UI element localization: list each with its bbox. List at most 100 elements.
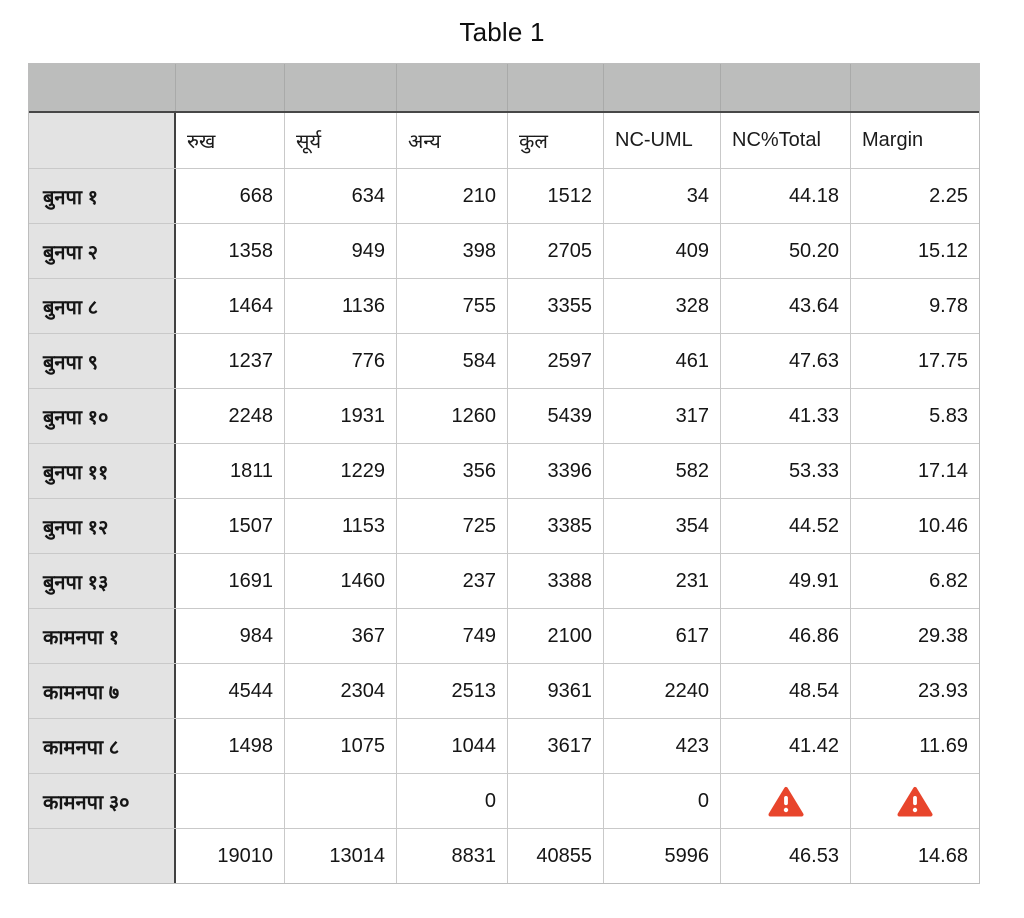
column-header-1[interactable]: रुख [176,113,285,168]
band-cell[interactable] [851,64,979,111]
value-cell[interactable]: 356 [397,444,508,498]
value-cell[interactable]: 23.93 [917,679,968,702]
value-cell[interactable]: 53.33 [721,444,851,498]
value-cell[interactable]: 5439 [508,389,604,443]
band-cell[interactable] [397,64,508,111]
value-cell[interactable]: 44.52 [721,499,851,553]
value-cell[interactable]: 668 [176,169,285,223]
column-header-3[interactable]: अन्य [397,113,508,168]
value-cell[interactable]: 17.75 [917,349,968,372]
value-cell[interactable]: 29.38 [917,624,968,647]
column-header-6[interactable]: NC%Total [721,113,851,168]
value-cell[interactable]: 1931 [285,389,397,443]
value-cell[interactable]: 409 [604,224,721,278]
value-cell[interactable]: 3355 [508,279,604,333]
row-label[interactable]: कामनपा ३० [29,774,176,828]
value-cell[interactable] [176,774,285,828]
value-cell[interactable]: 776 [285,334,397,388]
value-cell[interactable]: 317 [604,389,721,443]
value-cell[interactable]: 1464 [176,279,285,333]
value-cell[interactable]: 1460 [285,554,397,608]
totals-row-label[interactable] [29,829,176,883]
value-cell[interactable]: 15.12 [917,239,968,262]
value-cell[interactable]: 461 [604,334,721,388]
value-cell[interactable]: 1507 [176,499,285,553]
value-cell[interactable]: 17.14 [917,459,968,482]
value-cell[interactable]: 617 [604,609,721,663]
value-cell[interactable]: 2304 [285,664,397,718]
band-cell[interactable] [508,64,604,111]
value-cell[interactable]: 46.86 [721,609,851,663]
band-cell[interactable] [604,64,721,111]
value-cell[interactable]: 3388 [508,554,604,608]
value-cell[interactable]: 50.20 [721,224,851,278]
value-cell[interactable]: 582 [604,444,721,498]
value-cell[interactable]: 8831 [397,829,508,883]
row-label[interactable]: बुनपा ९ [29,334,176,388]
value-cell[interactable]: 14.68 [917,844,968,867]
value-cell[interactable]: 984 [176,609,285,663]
value-cell[interactable]: 9361 [508,664,604,718]
value-cell[interactable]: 6.82 [929,569,968,592]
value-cell[interactable]: 48.54 [721,664,851,718]
value-cell[interactable]: 13014 [285,829,397,883]
value-cell[interactable]: 354 [604,499,721,553]
value-cell[interactable]: 44.18 [721,169,851,223]
value-cell[interactable]: 40855 [508,829,604,883]
value-cell[interactable]: 2705 [508,224,604,278]
value-cell[interactable]: 46.53 [721,829,851,883]
value-cell[interactable]: 2597 [508,334,604,388]
value-cell[interactable]: 43.64 [721,279,851,333]
value-cell[interactable]: 34 [604,169,721,223]
value-cell[interactable]: 328 [604,279,721,333]
value-cell[interactable]: 1358 [176,224,285,278]
value-cell[interactable]: 11.69 [919,734,968,757]
band-cell[interactable] [721,64,851,111]
value-cell[interactable]: 4544 [176,664,285,718]
value-cell[interactable]: 3617 [508,719,604,773]
row-label[interactable]: बुनपा १३ [29,554,176,608]
row-label[interactable]: बुनपा १२ [29,499,176,553]
band-cell[interactable] [176,64,285,111]
warning-cell[interactable] [851,774,979,828]
value-cell[interactable]: 398 [397,224,508,278]
row-label[interactable]: कामनपा ७ [29,664,176,718]
value-cell[interactable]: 2.25 [929,184,968,207]
value-cell[interactable]: 1136 [285,279,397,333]
band-cell[interactable] [285,64,397,111]
band-cell[interactable] [29,64,176,111]
value-cell[interactable]: 1153 [285,499,397,553]
row-label[interactable]: बुनपा ८ [29,279,176,333]
value-cell[interactable]: 0 [397,774,508,828]
value-cell[interactable]: 9.78 [929,294,968,317]
row-label[interactable]: कामनपा ८ [29,719,176,773]
row-label[interactable]: बुनपा २ [29,224,176,278]
value-cell[interactable]: 231 [604,554,721,608]
value-cell[interactable]: 1237 [176,334,285,388]
value-cell[interactable]: 5996 [604,829,721,883]
column-header-7[interactable]: Margin [862,129,924,151]
value-cell[interactable]: 237 [397,554,508,608]
corner-header-cell[interactable] [29,113,176,168]
value-cell[interactable]: 41.42 [721,719,851,773]
value-cell[interactable]: 755 [397,279,508,333]
value-cell[interactable]: 1498 [176,719,285,773]
value-cell[interactable]: 49.91 [721,554,851,608]
value-cell[interactable]: 1811 [176,444,285,498]
value-cell[interactable]: 19010 [176,829,285,883]
row-label[interactable]: बुनपा १० [29,389,176,443]
column-header-2[interactable]: सूर्य [285,113,397,168]
row-label[interactable]: बुनपा ११ [29,444,176,498]
value-cell[interactable]: 2240 [604,664,721,718]
value-cell[interactable]: 0 [604,774,721,828]
value-cell[interactable]: 3396 [508,444,604,498]
value-cell[interactable]: 47.63 [721,334,851,388]
value-cell[interactable]: 367 [285,609,397,663]
value-cell[interactable]: 2513 [397,664,508,718]
row-label[interactable]: कामनपा १ [29,609,176,663]
value-cell[interactable]: 1075 [285,719,397,773]
value-cell[interactable]: 584 [397,334,508,388]
row-label[interactable]: बुनपा १ [29,169,176,223]
value-cell[interactable]: 1229 [285,444,397,498]
value-cell[interactable]: 1260 [397,389,508,443]
